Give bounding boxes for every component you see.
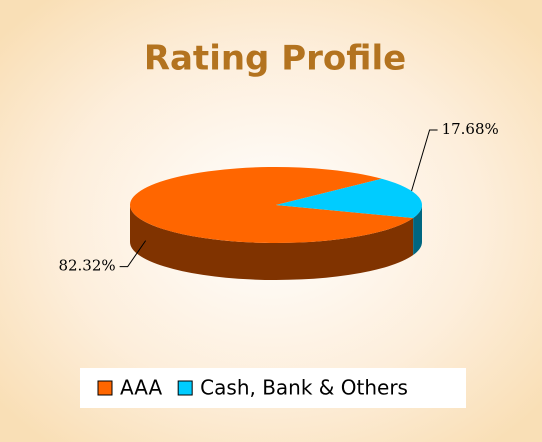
legend-label: Cash, Bank & Others: [200, 376, 408, 400]
pie-side: [130, 205, 414, 280]
legend-box: [80, 368, 466, 408]
legend-label: AAA: [120, 376, 162, 400]
pie-slice: [129, 167, 414, 243]
legend-swatch: [177, 380, 193, 396]
chart-title: Rating Profile: [144, 39, 406, 79]
pie-slice: [276, 178, 422, 219]
pie-side: [413, 205, 422, 256]
data-label: 17.68%: [442, 120, 499, 138]
data-label: 82.32%: [58, 257, 115, 275]
legend-swatch: [97, 380, 113, 396]
leader-line: [411, 129, 438, 192]
leader-line: [119, 240, 147, 268]
